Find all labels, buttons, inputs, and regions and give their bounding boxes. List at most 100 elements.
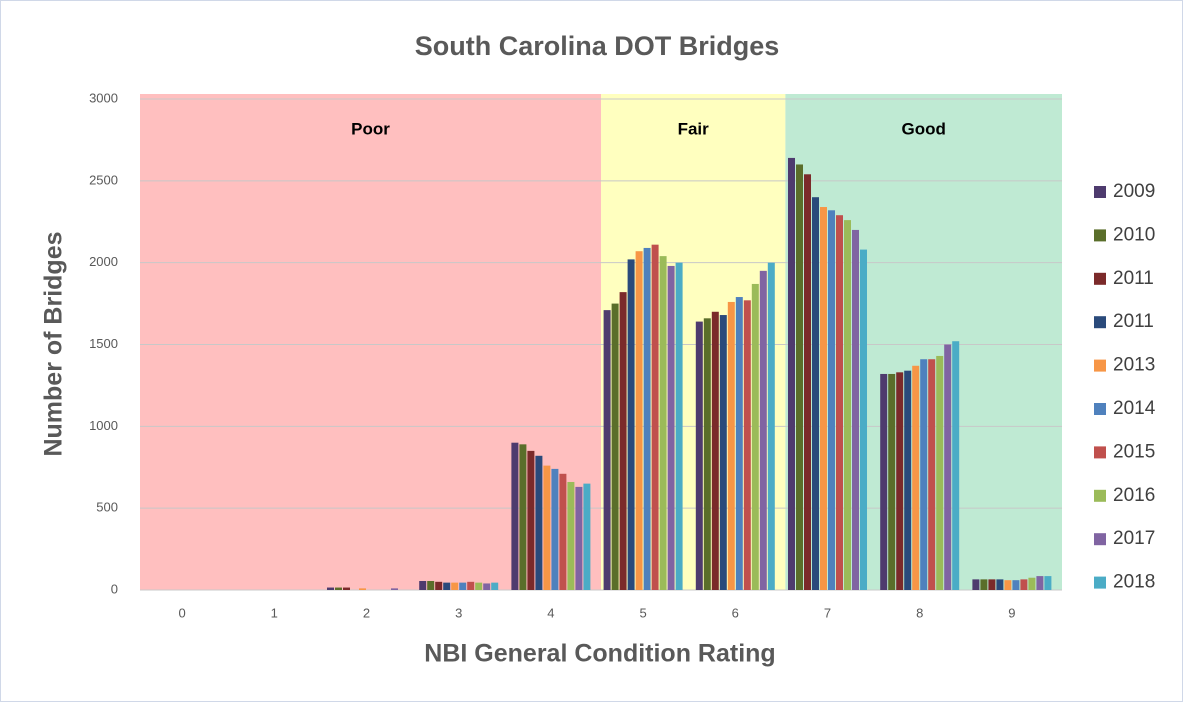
bar [427,580,435,590]
bar [735,297,743,590]
bar [719,315,727,590]
bar [711,311,719,590]
bar [359,588,366,590]
bar [659,256,667,590]
legend-swatch [1094,229,1106,242]
bar [1044,576,1052,590]
bar [888,373,896,590]
bar [651,244,659,590]
legend-swatch [1094,359,1106,372]
x-tick-label: 0 [178,605,185,620]
x-tick-label: 5 [639,605,646,620]
bar [511,442,519,590]
x-tick-label: 3 [455,605,462,620]
y-tick-label: 2500 [89,172,118,187]
y-tick-label: 500 [96,500,118,515]
legend-swatch [1094,533,1106,546]
bar [535,455,543,590]
bar [695,321,703,590]
legend-label: 2015 [1113,441,1155,462]
bar [327,587,334,590]
bar [703,318,711,590]
bar [467,581,475,590]
bar [475,582,483,590]
bar [391,588,398,590]
bar [852,229,859,590]
bar [804,174,811,590]
chart-title: South Carolina DOT Bridges [415,31,780,61]
band-label: Poor [351,119,390,138]
legend-swatch [1094,272,1106,285]
x-tick-label: 9 [1008,605,1015,620]
y-tick-label: 0 [111,581,118,596]
bar [996,579,1004,590]
bar [860,249,867,590]
band-label: Good [902,119,946,138]
legend-label: 2016 [1113,485,1155,506]
bar [1020,579,1028,590]
bar [844,220,851,590]
bar [928,359,936,590]
legend-label: 2017 [1113,528,1155,549]
legend-swatch [1094,403,1106,415]
bar [627,259,635,590]
bar [896,372,904,590]
bar [727,301,735,590]
bar [667,265,675,590]
bar [828,210,835,590]
x-tick-label: 4 [547,605,554,620]
bar [812,197,819,590]
bar [583,483,591,590]
bar [559,473,567,590]
bar [567,481,575,590]
bar [543,465,551,590]
bar [1004,580,1012,590]
legend-swatch [1094,316,1106,329]
bar [643,247,651,591]
bar [944,344,952,590]
bar [904,370,912,590]
bar [603,310,611,590]
legend-label: 2010 [1113,224,1155,245]
bar [483,583,491,590]
bar [952,341,960,590]
bar [611,303,619,590]
bar [936,355,944,590]
x-tick-label: 6 [732,605,739,620]
x-tick-label: 8 [916,605,923,620]
bar [675,262,683,590]
bar [575,486,583,590]
y-tick-label: 1500 [89,336,118,351]
bar [1012,580,1020,590]
legend-swatch [1094,186,1106,198]
band-label: Fair [678,119,710,138]
y-axis-label: Number of Bridges [40,231,68,456]
legend-label: 2011 [1113,311,1154,332]
bar [551,468,559,590]
y-tick-label: 3000 [89,90,118,105]
bar [527,450,535,590]
bar [435,581,443,590]
bar [751,283,759,590]
bar [635,251,643,590]
bar [836,215,843,590]
bar [920,359,928,590]
bar [619,292,627,590]
bar [335,587,342,590]
bar [972,579,980,590]
y-tick-label: 1000 [89,418,118,433]
legend-label: 2018 [1113,572,1155,593]
legend-label: 2014 [1113,398,1156,419]
bar [1036,576,1044,590]
bar [451,582,459,590]
bar [1028,577,1036,590]
legend-label: 2009 [1113,181,1155,202]
bar [880,373,888,590]
legend-label: 2011 [1113,268,1154,289]
bar [491,582,499,590]
legend-label: 2013 [1113,355,1155,376]
x-axis-label: NBI General Condition Rating [424,640,775,668]
bar [759,270,767,590]
bar [443,582,451,590]
